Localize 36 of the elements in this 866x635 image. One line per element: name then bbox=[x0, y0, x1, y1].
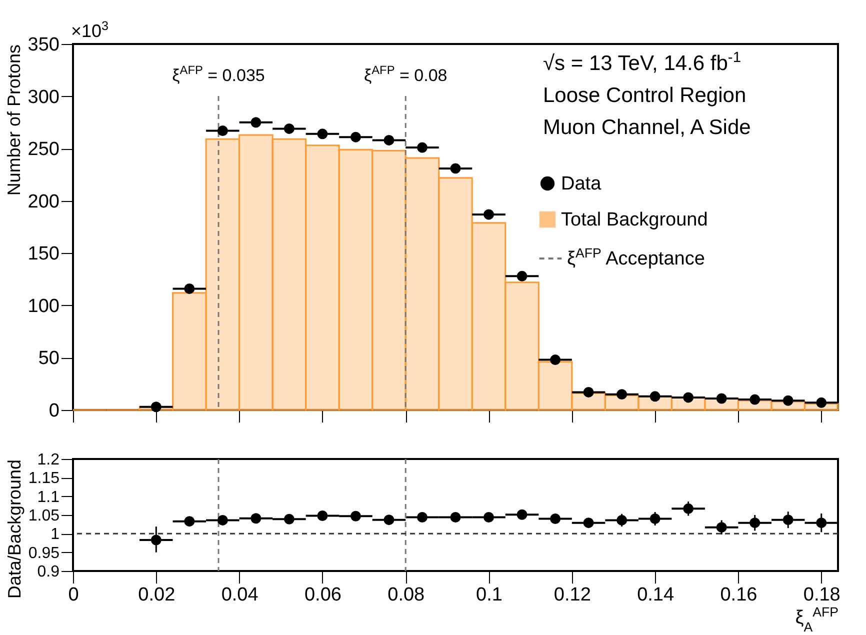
legend-label: Data bbox=[561, 174, 602, 194]
annotation: Loose Control Region bbox=[543, 84, 746, 107]
x-tick-label: 0.16 bbox=[720, 584, 758, 606]
annotation: ξ$^{AFP}$ Acceptance bbox=[567, 245, 705, 270]
annotation: √s = 13 TeV, 14.6 fb$^{-1}$ bbox=[543, 50, 741, 75]
x-tick-label: 0.04 bbox=[221, 584, 259, 606]
x-tick-label: 0.06 bbox=[304, 584, 342, 606]
x-tick-label: 0.14 bbox=[637, 584, 674, 606]
y-tick-label: 50 bbox=[38, 348, 60, 370]
y-tick-label: 0.9 bbox=[37, 564, 60, 580]
y-axis-title: Number of Protons bbox=[4, 44, 24, 196]
legend-label: Total Background bbox=[561, 210, 708, 230]
y-tick-label: 250 bbox=[28, 139, 60, 160]
x-tick-label: 0.1 bbox=[476, 584, 502, 606]
ref-line-label: ξ$^{AFP}$ = 0.08 bbox=[364, 63, 448, 85]
x-tick-label: 0.08 bbox=[388, 584, 425, 606]
y-tick-label: 300 bbox=[28, 86, 60, 108]
y-tick-label: 100 bbox=[28, 296, 60, 317]
x-tick-label: 0.12 bbox=[554, 584, 591, 606]
x-tick-label: 0.18 bbox=[803, 584, 840, 606]
ref-line-label: ξ$^{AFP}$ = 0.035 bbox=[172, 63, 265, 85]
y-tick-label: 1 bbox=[50, 526, 60, 544]
y-tick-label: 0.95 bbox=[28, 544, 60, 562]
x-tick-label: 0 bbox=[68, 584, 79, 606]
y-tick-label: 1.05 bbox=[28, 508, 60, 524]
y-axis-title: Data/Background bbox=[4, 460, 24, 599]
x-tick-label: 0.02 bbox=[138, 584, 176, 606]
y-tick-label: 200 bbox=[28, 191, 60, 212]
y-tick-label: 150 bbox=[28, 244, 60, 265]
y-tick-label: 1.15 bbox=[28, 470, 60, 488]
y-tick-label: 0 bbox=[48, 400, 60, 422]
y-tick-label: 1.2 bbox=[37, 452, 60, 468]
y-tick-label: 1.1 bbox=[37, 488, 60, 506]
text: ×10$^{3}$ bbox=[71, 19, 109, 41]
annotation: Muon Channel, A Side bbox=[543, 116, 751, 139]
y-tick-label: 350 bbox=[28, 34, 60, 56]
